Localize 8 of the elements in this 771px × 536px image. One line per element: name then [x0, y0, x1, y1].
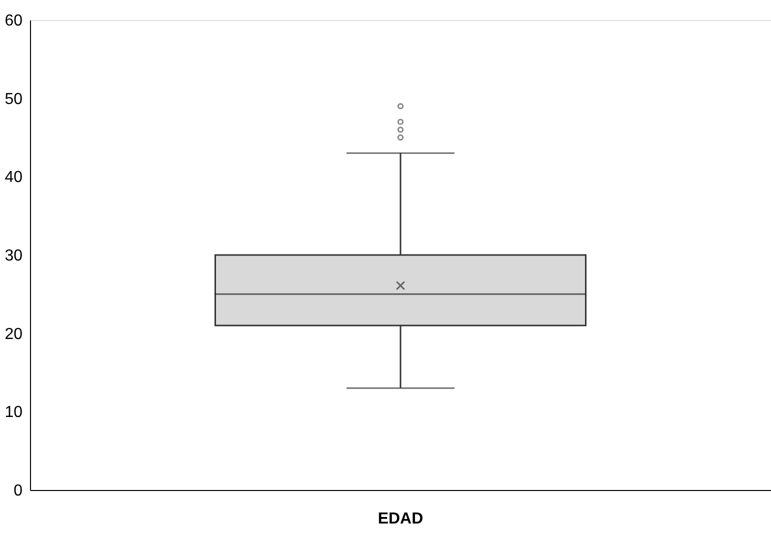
y-tick-label: 60	[4, 12, 23, 30]
y-tick-label: 50	[4, 90, 23, 108]
y-tick-label: 10	[4, 404, 23, 422]
y-tick-label: 30	[4, 248, 23, 264]
y-tick-label: 0	[14, 482, 23, 500]
y-tick-label: 20	[4, 326, 23, 343]
y-tick-label: 40	[4, 169, 23, 186]
x-tick-label: EDAD	[378, 510, 424, 528]
